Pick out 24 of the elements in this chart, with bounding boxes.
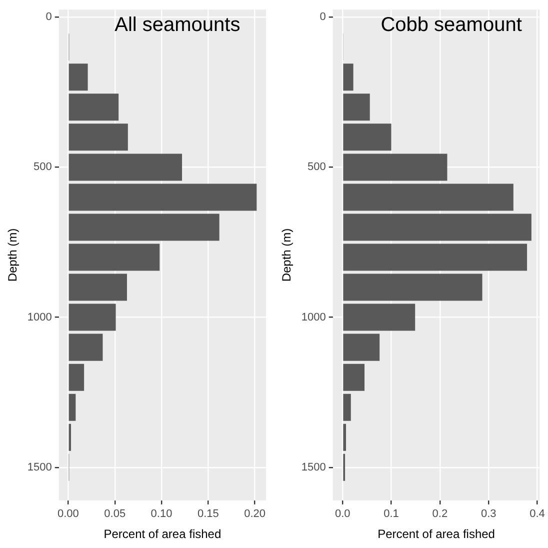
y-axis-title: Depth (m) (6, 228, 20, 282)
y-tick-label: 500 (34, 161, 52, 174)
x-tick-label: 0.1 (384, 508, 399, 520)
chart-title: All seamounts (114, 14, 240, 36)
x-tick-label: 0.00 (57, 508, 79, 520)
y-tick-label: 1500 (301, 461, 326, 474)
y-tick-label: 0 (320, 11, 326, 24)
x-tick-label: 0.10 (150, 508, 172, 520)
y-tick-label: 0 (46, 11, 52, 24)
x-tick-label: 0.0 (334, 508, 350, 520)
x-tick-label: 0.05 (104, 508, 126, 520)
y-tick-label: 1000 (301, 311, 326, 324)
y-tick-label: 500 (308, 161, 326, 174)
x-tick-label: 0.15 (197, 508, 219, 520)
x-tick-label: 0.4 (530, 508, 545, 520)
x-tick-label: 0.2 (432, 508, 448, 520)
x-axis-title: Percent of area fished (104, 527, 222, 542)
x-axis-title: Percent of area fished (378, 527, 495, 542)
y-tick-label: 1000 (27, 311, 52, 324)
chart-title: Cobb seamount (380, 14, 522, 36)
y-axis-title: Depth (m) (280, 228, 294, 282)
x-tick-label: 0.20 (244, 508, 266, 520)
x-tick-label: 0.3 (480, 508, 496, 520)
y-tick-label: 1500 (27, 461, 52, 474)
